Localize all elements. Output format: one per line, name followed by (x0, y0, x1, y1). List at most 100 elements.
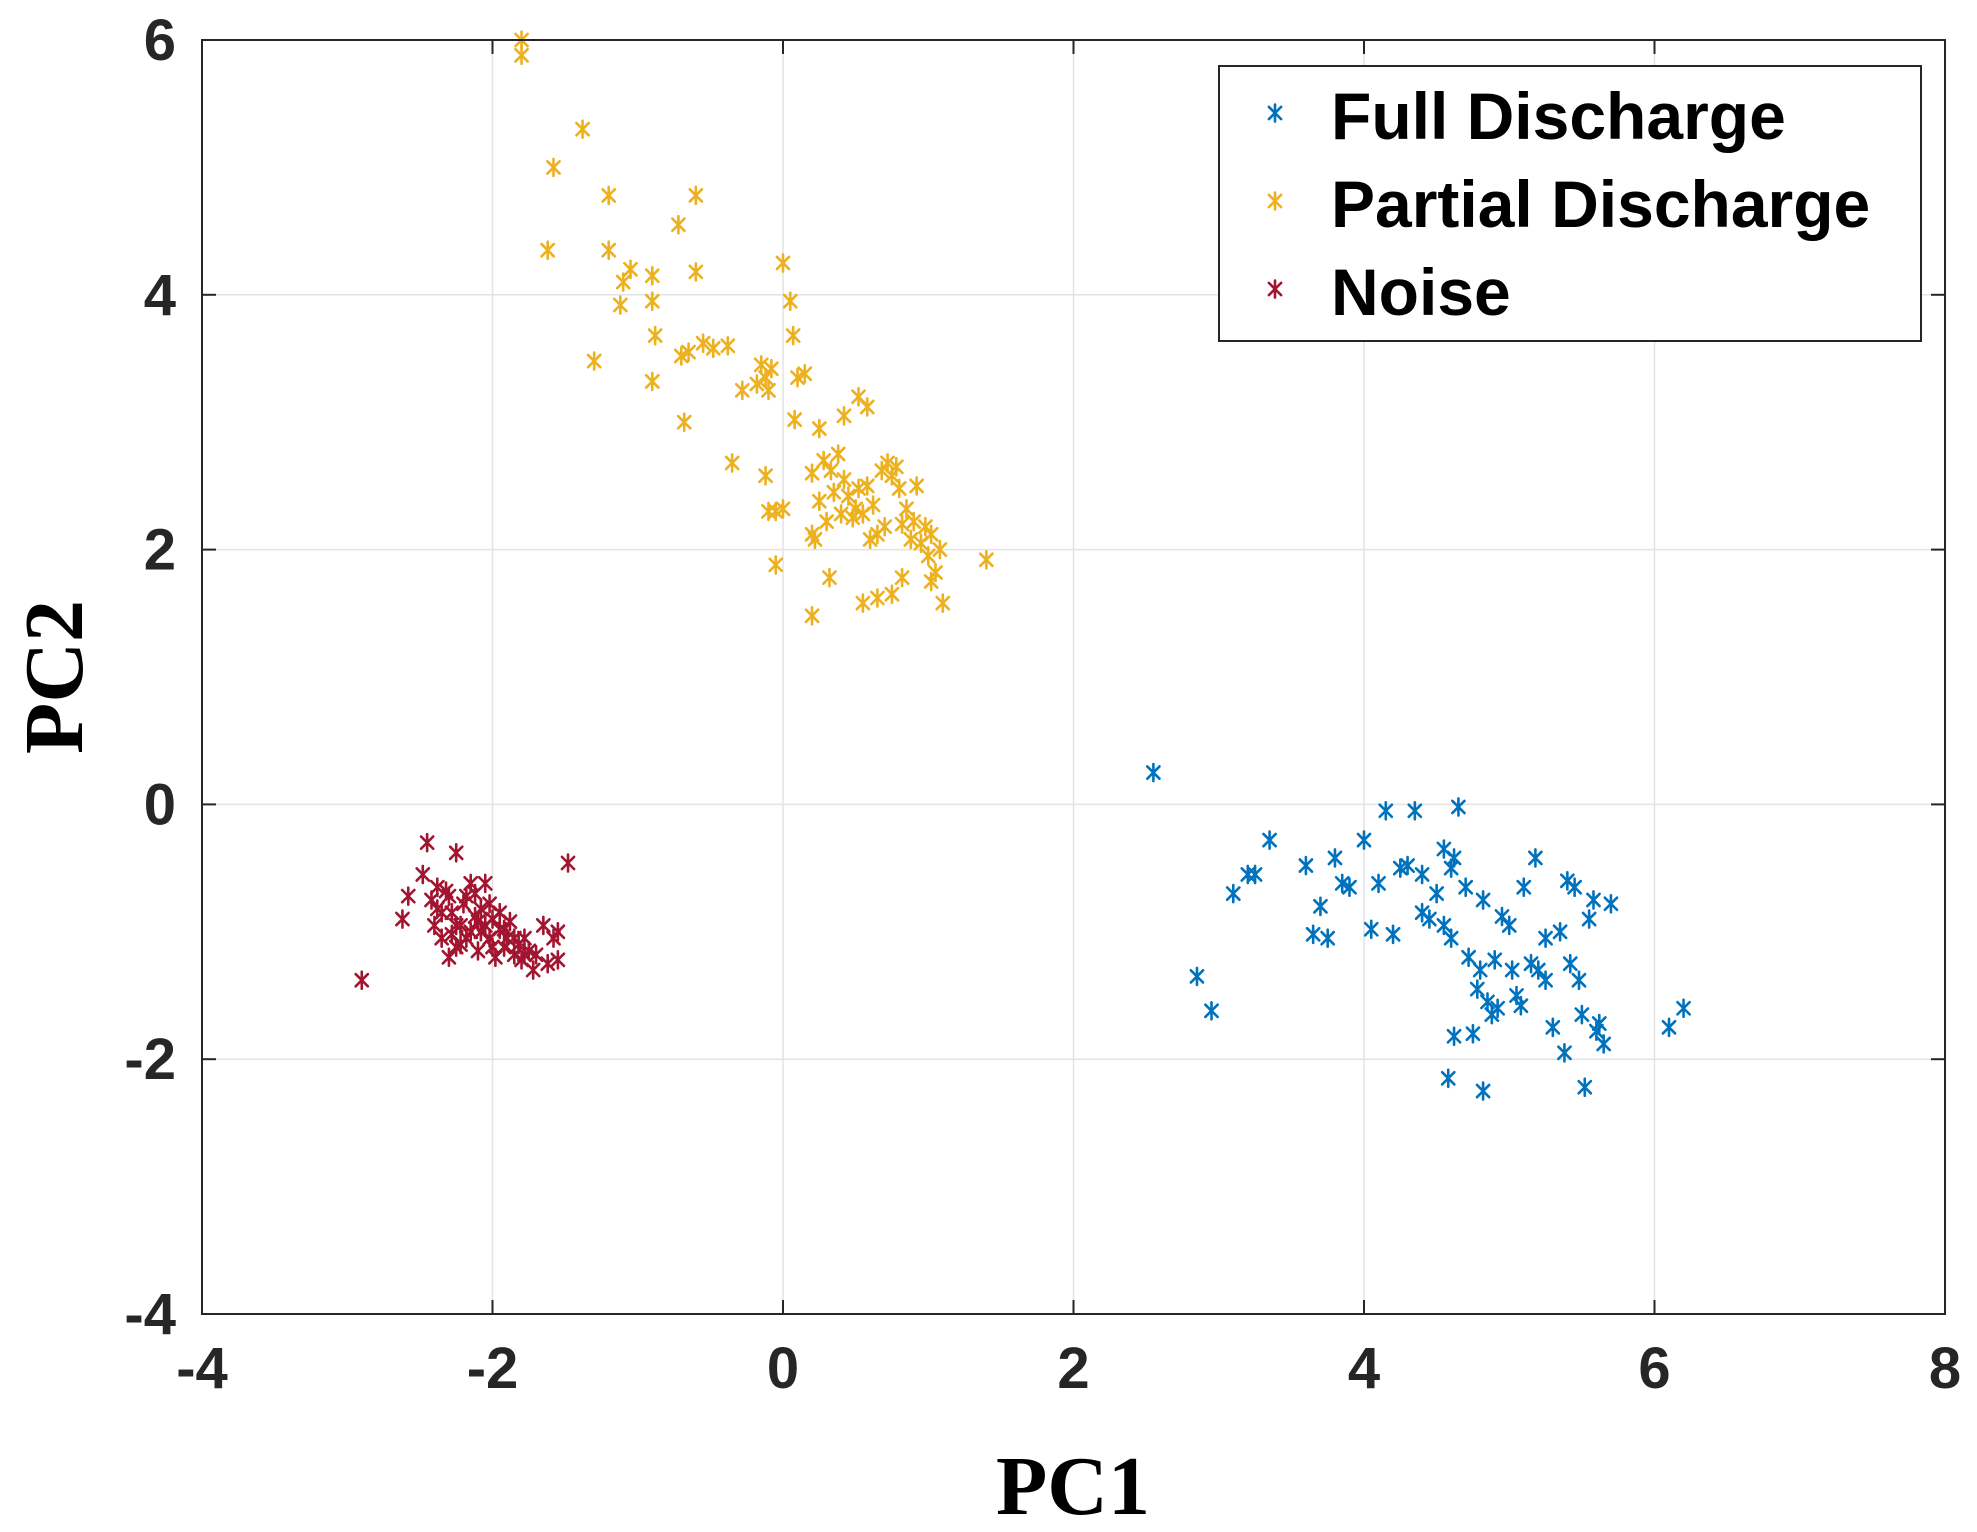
full-discharge-point (1577, 1077, 1593, 1098)
partial-discharge-point (830, 444, 846, 464)
full-discharge-point (1400, 855, 1415, 876)
partial-discharge-point (888, 456, 904, 477)
partial-discharge-point (891, 478, 907, 499)
partial-discharge-point (836, 406, 852, 426)
full-discharge-point (1385, 924, 1401, 945)
full-discharge-point (1538, 970, 1553, 991)
partial-discharge-point (673, 346, 689, 366)
legend-label-noise: Noise (1331, 255, 1511, 329)
noise-point (448, 843, 464, 863)
full-discharge-point (1487, 950, 1503, 970)
full-discharge-point (1469, 979, 1485, 999)
partial-discharge-point (826, 482, 842, 503)
full-discharge-point (1591, 1013, 1607, 1034)
partial-discharge-point (688, 262, 704, 282)
noise-point (525, 960, 541, 980)
noise-point (535, 915, 551, 936)
full-discharge-point (1436, 915, 1452, 936)
partial-discharge-point (612, 295, 628, 315)
x-tick-label: 6 (1638, 1336, 1670, 1401)
partial-discharge-point (804, 606, 820, 626)
full-discharge-point (1429, 883, 1445, 904)
full-discharge-point (1596, 1034, 1612, 1054)
partial-discharge-point (601, 240, 617, 261)
partial-discharge-point (903, 529, 919, 550)
partial-discharge-point (644, 265, 660, 286)
legend-entry-partial-discharge: Partial Discharge (1267, 167, 1870, 241)
noise-point (550, 950, 566, 970)
partial-discharge-point (909, 476, 925, 496)
partial-discharge-point (644, 291, 660, 311)
partial-discharge-point (884, 584, 900, 604)
partial-discharge-point (676, 412, 692, 433)
full-discharge-point (1538, 928, 1553, 948)
legend-entry-full-discharge: Full Discharge (1267, 79, 1786, 153)
full-discharge-point (1545, 1017, 1561, 1038)
noise-point (426, 915, 442, 936)
noise-point (354, 970, 370, 991)
noise-point (506, 928, 522, 948)
noise-point (470, 941, 486, 961)
full-discharge-point (1472, 960, 1488, 980)
full-discharge-point (1581, 909, 1597, 929)
full-discharge-point (1574, 1004, 1590, 1025)
partial-discharge-point (758, 465, 773, 486)
partial-discharge-point (913, 533, 929, 554)
full-discharge-point (1414, 864, 1430, 885)
y-tick-label: 0 (144, 772, 176, 837)
partial-discharge-point (877, 516, 893, 537)
partial-discharge-point (899, 499, 914, 519)
series-partial-discharge (514, 30, 994, 626)
full-discharge-point (1204, 1000, 1219, 1021)
full-discharge-point (1571, 970, 1587, 991)
axis-ticks (201, 39, 1946, 1315)
y-tick-label: 2 (144, 518, 176, 583)
partial-discharge-point (935, 593, 951, 613)
full-discharge-point (1501, 915, 1517, 936)
partial-discharge-point (790, 367, 805, 388)
series-full-discharge (1145, 762, 1691, 1101)
partial-discharge-point (859, 397, 875, 417)
partial-discharge-point (822, 567, 837, 588)
full-discharge-point (1189, 966, 1205, 987)
partial-discharge-point (623, 259, 638, 280)
y-tick-label: 6 (144, 8, 176, 73)
partial-discharge-point (859, 476, 875, 496)
full-discharge-point (1334, 873, 1350, 894)
partial-discharge-point (848, 499, 864, 519)
full-discharge-point (1552, 921, 1568, 942)
full-discharge-point (1407, 800, 1423, 821)
noise-point (470, 911, 486, 932)
noise-point (434, 902, 450, 923)
full-discharge-point (1378, 800, 1394, 821)
noise-point (441, 947, 457, 968)
partial-discharge-point (855, 593, 871, 613)
x-tick-label: 0 (767, 1336, 799, 1401)
series-noise (354, 832, 576, 991)
full-discharge-point (1305, 924, 1321, 945)
legend-label-full-discharge: Full Discharge (1331, 79, 1786, 153)
noise-point (517, 944, 532, 965)
y-axis-title: PC2 (8, 600, 101, 754)
partial-discharge-point (695, 333, 711, 354)
full-discharge-point (1458, 877, 1474, 898)
partial-discharge-point (720, 335, 736, 356)
noise-point (528, 944, 544, 965)
partial-discharge-point (932, 539, 948, 560)
legend-box (1218, 65, 1922, 342)
partial-discharge-point (804, 463, 820, 483)
x-tick-label: 2 (1057, 1336, 1089, 1401)
noise-point (467, 883, 483, 904)
noise-point (560, 853, 576, 873)
partial-discharge-point (688, 185, 704, 206)
partial-discharge-point (855, 504, 871, 524)
full-discharge-point (1443, 928, 1459, 948)
partial-discharge-point (768, 555, 784, 575)
partial-discharge-point (763, 358, 779, 379)
full-discharge-point (1504, 960, 1520, 980)
noise-point (415, 864, 431, 885)
partial-discharge-point (811, 491, 827, 511)
partial-discharge-point (816, 450, 832, 471)
legend: Full Discharge Partial Discharge Noise (1218, 65, 1922, 342)
